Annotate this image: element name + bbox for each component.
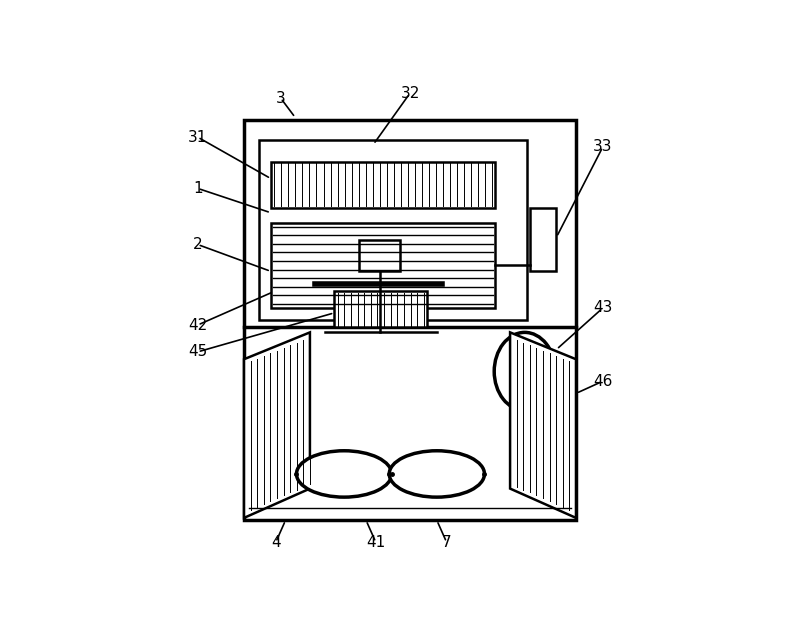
Polygon shape — [510, 332, 576, 518]
Text: 2: 2 — [193, 237, 202, 252]
Ellipse shape — [494, 332, 555, 410]
Bar — [358, 240, 400, 271]
Text: 41: 41 — [366, 535, 386, 550]
Text: 7: 7 — [442, 535, 451, 550]
Text: 32: 32 — [400, 86, 420, 101]
Polygon shape — [244, 332, 310, 518]
Bar — [530, 208, 557, 271]
Text: 4: 4 — [271, 535, 281, 550]
Text: 42: 42 — [188, 318, 207, 333]
Text: 46: 46 — [593, 373, 613, 389]
Bar — [244, 120, 576, 521]
Text: 1: 1 — [193, 181, 202, 196]
Text: 45: 45 — [188, 344, 207, 359]
Bar — [334, 291, 427, 328]
Text: 43: 43 — [593, 301, 613, 316]
Bar — [271, 162, 495, 208]
Text: 31: 31 — [188, 129, 207, 145]
Bar — [258, 139, 527, 320]
Ellipse shape — [390, 451, 485, 497]
Text: 33: 33 — [593, 139, 613, 154]
Ellipse shape — [297, 451, 392, 497]
Text: 3: 3 — [276, 91, 286, 105]
Bar — [271, 223, 495, 308]
